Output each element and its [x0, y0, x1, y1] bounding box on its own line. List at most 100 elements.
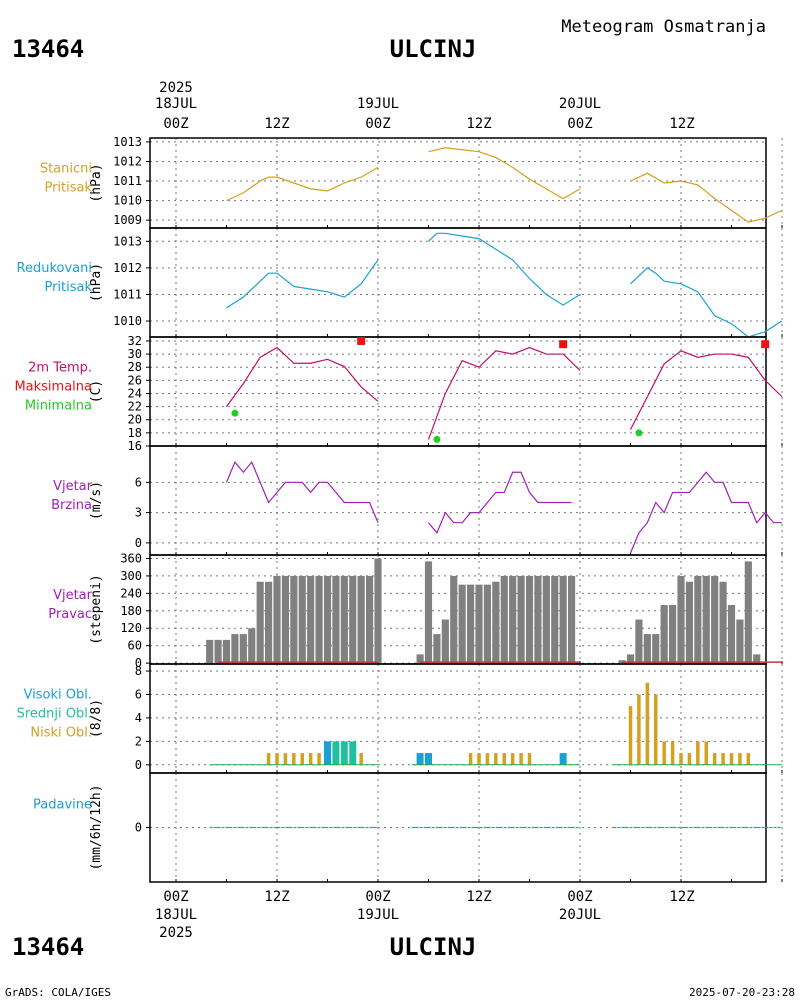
side-label: Redukovani	[17, 261, 92, 276]
min-temp-marker	[635, 429, 643, 437]
low-cloud-bar	[645, 682, 650, 765]
hour-top-6: 12Z	[669, 116, 694, 132]
day-bottom-3: 20JUL	[559, 907, 601, 923]
panel-clouds: 0 2 4 6 8 (8/8)Visoki Obl. Srednji Obl. Niski O…	[17, 663, 783, 774]
low-cloud-bar	[637, 694, 641, 765]
y-tick-label: 360	[120, 551, 142, 565]
hour-bottom-4: 12Z	[466, 889, 491, 905]
low-cloud-bar	[746, 753, 751, 765]
low-cloud-bar	[292, 753, 296, 765]
y-axis-label: (stepeni)	[89, 574, 104, 644]
wind-dir-bar	[753, 654, 761, 664]
low-cloud-bar	[679, 753, 683, 765]
high-cloud-bar	[416, 753, 424, 765]
wind-dir-bar	[366, 575, 374, 664]
wind-speed-line	[428, 471, 572, 534]
temperature-line	[427, 346, 581, 440]
low-cloud-bar	[527, 753, 532, 765]
y-tick-label: 6	[135, 687, 142, 701]
year-bottom: 2025	[159, 925, 193, 941]
wind-dir-bar	[534, 575, 542, 664]
low-cloud-bar	[283, 753, 288, 765]
y-tick-label: 300	[120, 569, 142, 583]
y-tick-label: 18	[128, 426, 142, 440]
y-tick-label: 8	[135, 664, 142, 678]
low-cloud-bar	[628, 706, 633, 765]
wind-dir-bar	[206, 639, 214, 664]
y-tick-label: 2	[135, 734, 142, 748]
wind-dir-bar	[685, 581, 693, 664]
wind-dir-bar	[509, 575, 517, 664]
y-tick-label: 1009	[113, 213, 142, 227]
side-label: Stanicni	[40, 162, 92, 177]
wind-dir-bar	[450, 575, 458, 664]
pressure-line	[226, 166, 379, 202]
wind-dir-bar	[231, 634, 239, 664]
panel-wind_speed: 0 3 6 (m/s)Vjetar Brzina	[51, 445, 783, 556]
y-axis-label: (C)	[89, 380, 104, 403]
mid-cloud-bar	[349, 741, 357, 765]
wind-dir-bar	[568, 575, 576, 664]
pressure-line	[428, 147, 581, 200]
wind-dir-bar	[551, 575, 559, 664]
wind-dir-bar	[744, 561, 752, 664]
y-tick-label: 1010	[113, 194, 142, 208]
low-cloud-bar	[485, 753, 490, 765]
wind-dir-bar	[315, 575, 323, 664]
wind-dir-bar	[643, 634, 651, 664]
wind-dir-bar	[340, 575, 348, 664]
wind-dir-bar	[357, 575, 365, 664]
side-label: Vjetar	[53, 479, 93, 494]
reduced-pressure-line	[428, 232, 581, 306]
wind-dir-bar	[214, 639, 222, 664]
hour-bottom-2: 12Z	[264, 889, 289, 905]
side-label: Brzina	[51, 498, 92, 513]
wind-dir-bar	[635, 619, 643, 664]
wind-dir-bar	[467, 584, 475, 664]
min-temp-marker	[231, 409, 239, 417]
low-cloud-bar	[317, 753, 321, 765]
panel-frame	[149, 137, 767, 229]
high-cloud-bar	[559, 753, 567, 765]
product-title: Meteogram Osmatranja	[561, 17, 766, 37]
side-label: Niski Obl.	[30, 726, 92, 741]
wind-dir-bar	[323, 575, 332, 664]
y-tick-label: 0	[135, 656, 142, 670]
low-cloud-bar	[308, 753, 313, 765]
y-tick-label: 3	[135, 506, 142, 520]
wind-dir-bar	[239, 634, 247, 664]
low-cloud-bar	[510, 753, 515, 765]
wind-dir-bar	[500, 575, 508, 664]
wind-dir-bar	[290, 575, 298, 664]
y-tick-label: 16	[128, 439, 142, 453]
y-tick-label: 1010	[113, 314, 142, 328]
panel-reduced_pressure: 1010 1011 1012 1013 (hPa)Redukovani Pritisak	[17, 227, 783, 338]
wind-dir-bar	[374, 558, 382, 664]
hour-top-5: 00Z	[567, 116, 592, 132]
wind-dir-bar	[727, 604, 736, 664]
wind-dir-bar	[424, 561, 433, 664]
y-tick-label: 0	[135, 821, 142, 835]
station-id-bottom: 13464	[12, 933, 84, 961]
low-cloud-bar	[687, 753, 692, 765]
wind-dir-bar	[542, 575, 550, 664]
side-label: Pritisak	[44, 181, 92, 196]
low-cloud-bar	[359, 753, 363, 765]
high-cloud-bar	[324, 741, 331, 765]
max-temp-marker	[559, 340, 568, 349]
side-label: Padavine	[33, 798, 92, 813]
temperature-line	[226, 346, 379, 407]
y-tick-label: 20	[128, 413, 142, 427]
wind-dir-bar	[525, 575, 534, 664]
panel-frame	[149, 336, 767, 447]
y-tick-label: 32	[128, 334, 142, 348]
low-cloud-bar	[662, 741, 666, 765]
wind-dir-bar	[458, 584, 466, 664]
low-cloud-bar	[712, 753, 717, 765]
wind-dir-bar	[626, 654, 635, 664]
y-tick-label: 1011	[113, 287, 142, 301]
y-tick-label: 180	[120, 604, 142, 618]
low-cloud-bar	[696, 741, 700, 765]
